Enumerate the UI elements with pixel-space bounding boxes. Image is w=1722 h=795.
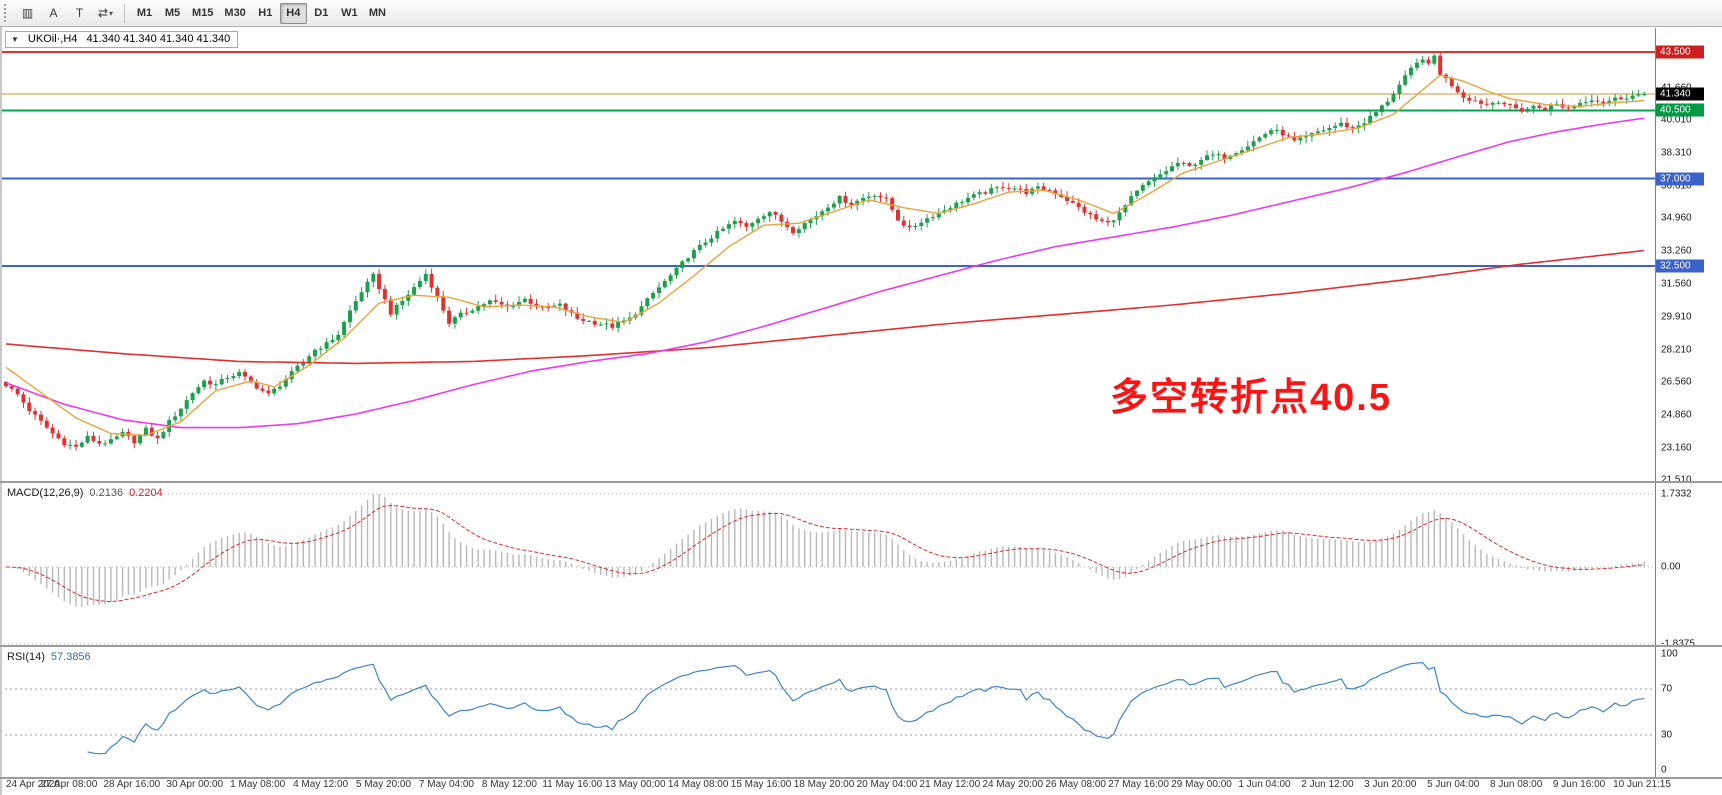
price-badge: 43.500 xyxy=(1656,45,1704,59)
time-axis-label: 1 May 08:00 xyxy=(230,779,286,790)
macd-name: MACD(12,26,9) xyxy=(7,487,84,499)
rsi-name: RSI(14) xyxy=(7,651,45,663)
macd-signal-value: 0.2204 xyxy=(129,487,163,499)
macd-tick-label: 1.7332 xyxy=(1661,488,1692,500)
time-axis-label: 21 May 12:00 xyxy=(919,779,981,790)
chevron-down-icon: ▾ xyxy=(109,8,114,18)
price-tick-label: 36.610 xyxy=(1661,180,1692,192)
time-axis-label: 2 Jun 12:00 xyxy=(1301,779,1354,790)
time-axis-label: 30 Apr 00:00 xyxy=(166,779,224,790)
price-tick-label: 31.560 xyxy=(1661,278,1692,290)
price-tick-label: 23.160 xyxy=(1661,442,1692,454)
timeframe-D1[interactable]: D1 xyxy=(308,3,335,24)
time-axis-label: 24 Apr 2020 xyxy=(6,779,60,790)
timeframe-H1[interactable]: H1 xyxy=(252,3,279,24)
time-axis-label: 27 Apr 08:00 xyxy=(40,779,98,790)
chart-grid-glyph: ▥ xyxy=(21,6,34,20)
annotation-a-icon[interactable]: A xyxy=(41,2,66,24)
time-axis-label: 20 May 04:00 xyxy=(856,779,918,790)
panel-divider-rsi-timeaxis xyxy=(0,777,1722,779)
price-tick-label: 40.010 xyxy=(1661,114,1692,126)
time-axis-label: 9 Jun 16:00 xyxy=(1552,779,1606,790)
timeframe-M30[interactable]: M30 xyxy=(219,3,250,24)
time-axis-label: 15 May 16:00 xyxy=(730,779,792,790)
time-axis-label: 18 May 20:00 xyxy=(793,779,855,790)
text-tool-glyph: T xyxy=(75,6,84,20)
macd-tick-label: -1.8375 xyxy=(1661,639,1695,650)
price-badge: 41.340 xyxy=(1656,87,1704,101)
rsi-label: RSI(14) 57.3856 xyxy=(7,651,91,663)
rsi-tick-label: 30 xyxy=(1661,729,1673,741)
time-axis-label: 11 May 16:00 xyxy=(542,779,603,790)
annotation-a-glyph: A xyxy=(49,6,58,20)
time-axis-label: 7 May 04:00 xyxy=(418,779,474,790)
macd-main-value: 0.2136 xyxy=(89,487,124,499)
price-tick-label: 24.860 xyxy=(1661,409,1692,421)
price-tick-label: 34.960 xyxy=(1661,212,1692,224)
rsi-tick-label: 100 xyxy=(1661,648,1678,660)
main-chart-canvas[interactable] xyxy=(0,28,1655,481)
time-axis-label: 10 Jun 21:15 xyxy=(1613,779,1671,790)
time-axis-label: 1 Jun 04:00 xyxy=(1238,779,1291,790)
price-badge: 32.500 xyxy=(1656,259,1704,273)
price-axis[interactable] xyxy=(1655,28,1722,777)
time-axis-label: 26 May 08:00 xyxy=(1045,779,1106,790)
time-axis-label: 28 Apr 16:00 xyxy=(103,779,161,790)
rsi-canvas[interactable] xyxy=(0,647,1655,777)
price-tick-label: 33.260 xyxy=(1661,245,1692,257)
timeframe-H4[interactable]: H4 xyxy=(279,2,307,24)
cycles-glyph: ⇄ xyxy=(97,6,109,20)
symbol-period-label: UKOil·,H4 xyxy=(27,33,78,45)
one-click-collapse-icon[interactable]: ▼ xyxy=(11,34,19,44)
price-tick-label: 26.560 xyxy=(1661,376,1692,388)
time-axis-label: 5 May 20:00 xyxy=(356,779,412,790)
time-axis-label: 3 Jun 20:00 xyxy=(1364,779,1417,790)
chart-grid-icon[interactable]: ▥ xyxy=(15,2,40,24)
toolbar-grip[interactable] xyxy=(4,4,10,22)
timeframe-button-group: M1 M5 M15 M30 H1 H4 D1 W1 MN xyxy=(131,2,391,24)
rsi-tick-label: 70 xyxy=(1661,683,1673,695)
chart-title: ▼ UKOil·,H4 41.340 41.340 41.340 41.340 xyxy=(5,31,239,48)
macd-label: MACD(12,26,9) 0.2136 0.2204 xyxy=(7,487,163,499)
text-tool-icon[interactable]: T xyxy=(67,2,92,24)
timeframe-MN[interactable]: MN xyxy=(364,3,391,24)
toolbar: ▥ A T ⇄ ▾ M1 M5 M15 M30 H1 H4 D1 W1 MN xyxy=(0,0,1722,27)
time-axis-label: 5 Jun 04:00 xyxy=(1427,779,1480,790)
macd-tick-label: 0.00 xyxy=(1661,561,1681,573)
price-badge: 37.000 xyxy=(1656,172,1704,185)
time-axis-label: 8 Jun 08:00 xyxy=(1490,779,1543,790)
timeframe-M15[interactable]: M15 xyxy=(187,3,218,24)
chinese-annotation-text: 多空转折点40.5 xyxy=(1110,377,1392,419)
time-axis-label: 14 May 08:00 xyxy=(667,779,729,790)
toolbar-separator xyxy=(124,3,125,23)
macd-canvas[interactable] xyxy=(0,483,1655,645)
time-axis-label: 29 May 00:00 xyxy=(1171,779,1232,790)
rsi-tick-label: 0 xyxy=(1661,764,1667,776)
timeframe-W1[interactable]: W1 xyxy=(336,3,363,24)
window-left-border xyxy=(0,27,2,795)
timeframe-M1[interactable]: M1 xyxy=(131,3,158,24)
price-badge: 40.500 xyxy=(1656,103,1704,117)
panel-divider-macd-rsi[interactable] xyxy=(0,645,1722,647)
time-axis-label: 4 May 12:00 xyxy=(293,779,349,790)
time-axis-label: 24 May 20:00 xyxy=(982,779,1044,790)
price-tick-label: 29.910 xyxy=(1661,311,1692,322)
cycles-tool-icon[interactable]: ⇄ ▾ xyxy=(93,2,118,24)
time-axis-label: 27 May 16:00 xyxy=(1108,779,1169,790)
time-axis-label: 8 May 12:00 xyxy=(481,779,537,790)
panel-divider-main-macd[interactable] xyxy=(0,481,1722,483)
time-axis-label: 13 May 00:00 xyxy=(604,779,666,790)
timeframe-M5[interactable]: M5 xyxy=(159,3,186,24)
price-tick-label: 38.310 xyxy=(1661,147,1692,159)
rsi-value: 57.3856 xyxy=(50,651,91,663)
price-tick-label: 28.210 xyxy=(1661,344,1692,356)
ohlc-values: 41.340 41.340 41.340 41.340 xyxy=(86,33,231,45)
price-tick-label: 21.510 xyxy=(1661,474,1692,486)
